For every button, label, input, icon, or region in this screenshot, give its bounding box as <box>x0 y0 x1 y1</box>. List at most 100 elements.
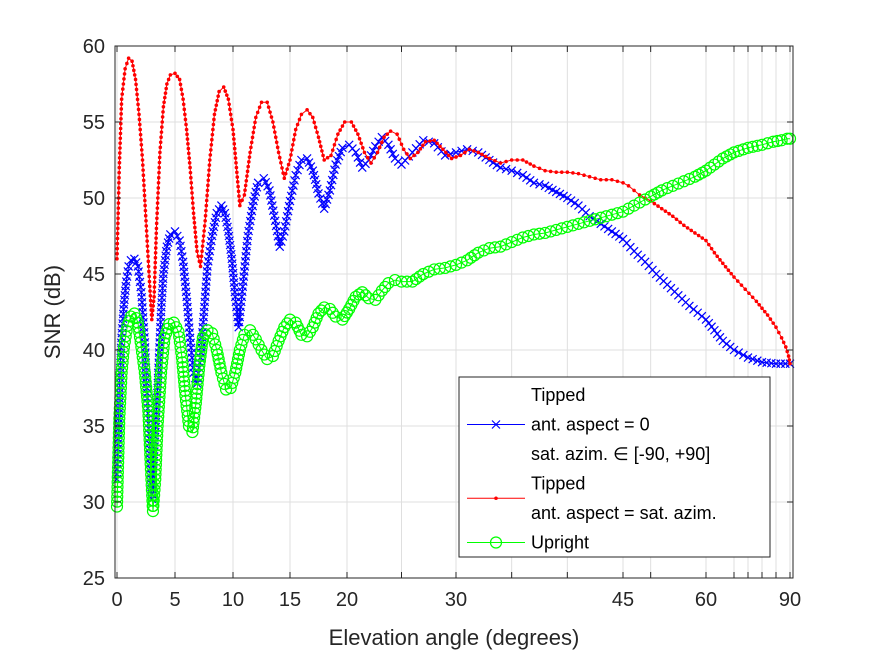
tipped-aspect-azim-point <box>185 137 190 141</box>
upright-point <box>151 424 164 437</box>
tipped-aspect-azim-point <box>155 206 160 210</box>
upright-point <box>112 431 125 445</box>
tipped-aspect-azim-point <box>240 198 244 203</box>
tipped-aspect-azim-point <box>152 295 156 299</box>
upright-point <box>152 405 165 418</box>
tipped-aspect-zero-point <box>338 143 347 153</box>
y-tick-label: 45 <box>83 264 105 286</box>
upright-point <box>611 207 624 220</box>
legend: Tipped ant. aspect = 0 sat. azim. ∈ [-90, … <box>458 376 771 558</box>
upright-point <box>154 376 167 389</box>
tipped-aspect-azim-point <box>211 127 215 132</box>
tipped-aspect-azim-point <box>280 166 284 170</box>
tipped-aspect-azim-point <box>225 93 229 97</box>
upright-point <box>236 333 249 346</box>
tipped-aspect-azim-point <box>152 280 157 284</box>
tipped-aspect-azim-point <box>228 112 233 117</box>
tipped-aspect-azim-point <box>116 216 120 221</box>
tipped-aspect-azim-point <box>230 122 235 127</box>
tipped-aspect-azim-point <box>201 234 206 238</box>
tipped-aspect-azim-point <box>152 285 157 289</box>
tipped-aspect-azim-point <box>231 132 236 137</box>
tipped-aspect-azim-point <box>760 306 764 311</box>
upright-point <box>359 289 372 302</box>
upright-point <box>295 328 308 341</box>
tipped-aspect-azim-point <box>209 143 214 147</box>
tipped-aspect-azim-point <box>521 158 525 162</box>
tipped-aspect-zero-point <box>512 168 522 178</box>
upright-point <box>775 134 788 147</box>
tipped-aspect-azim-point <box>483 154 488 159</box>
tipped-aspect-azim-point <box>201 239 205 243</box>
tipped-aspect-azim-point <box>401 147 406 152</box>
tipped-aspect-azim-point <box>147 279 152 284</box>
upright-point <box>154 371 167 384</box>
tipped-aspect-azim-point <box>216 94 220 98</box>
tipped-aspect-azim-point <box>215 98 220 103</box>
upright-point <box>149 468 162 481</box>
tipped-aspect-azim-point <box>140 153 144 157</box>
tipped-aspect-azim-point <box>723 264 728 269</box>
upright-point <box>206 327 219 340</box>
tipped-aspect-azim-point <box>123 67 127 71</box>
tipped-aspect-azim-point <box>232 142 237 146</box>
tipped-aspect-azim-point <box>204 198 209 203</box>
tipped-aspect-azim-point <box>206 178 211 183</box>
tipped-aspect-azim-point <box>141 173 146 177</box>
tipped-aspect-azim-point <box>118 126 123 131</box>
tipped-aspect-azim-point <box>132 73 137 77</box>
upright-point <box>191 382 204 396</box>
upright-point <box>149 463 162 476</box>
x-axis-title: Elevation angle (degrees) <box>329 625 580 650</box>
legend-box <box>458 376 771 558</box>
upright-point <box>124 310 138 323</box>
tipped-aspect-azim-point <box>204 208 208 213</box>
tipped-aspect-azim-point <box>118 146 122 150</box>
upright-point <box>340 306 354 319</box>
tipped-aspect-azim-point <box>148 289 152 293</box>
tipped-aspect-azim-point <box>251 130 256 135</box>
tipped-aspect-azim-point <box>188 165 192 170</box>
tipped-aspect-azim-point <box>152 275 157 280</box>
tipped-aspect-azim-point <box>141 163 145 167</box>
tipped-aspect-azim-point <box>735 279 740 283</box>
tipped-aspect-azim-point <box>119 121 123 126</box>
tipped-aspect-azim-point <box>192 216 196 220</box>
upright-point <box>142 409 155 422</box>
upright-point <box>180 399 193 412</box>
tipped-aspect-zero-point <box>276 237 286 246</box>
upright-series <box>110 132 797 518</box>
tipped-aspect-azim-point <box>178 82 183 87</box>
tipped-aspect-azim-point <box>117 175 121 180</box>
upright-point <box>261 353 274 366</box>
tipped-aspect-azim-point <box>659 206 664 211</box>
tipped-aspect-azim-point <box>143 203 147 208</box>
tipped-aspect-azim-point <box>318 144 323 149</box>
tipped-aspect-zero-point <box>603 224 613 234</box>
upright-point <box>449 258 463 271</box>
tipped-aspect-azim-point <box>709 246 714 251</box>
tipped-aspect-azim-point <box>135 97 140 102</box>
tipped-aspect-azim-point <box>249 140 254 145</box>
tipped-aspect-azim-point <box>210 132 215 137</box>
tipped-aspect-zero-point <box>388 149 398 159</box>
tipped-aspect-azim-point <box>134 87 139 92</box>
y-tick-label: 55 <box>83 112 105 134</box>
tipped-aspect-zero-point <box>124 261 134 271</box>
upright-point <box>594 211 607 224</box>
tipped-aspect-azim-point <box>147 274 151 279</box>
tipped-aspect-azim-point <box>146 264 151 269</box>
upright-point <box>139 371 152 384</box>
tipped-aspect-azim-point <box>199 259 203 264</box>
tipped-aspect-zero-point <box>177 252 187 261</box>
upright-point <box>157 336 171 349</box>
tipped-aspect-azim-point <box>763 309 767 314</box>
tipped-aspect-azim-point <box>463 150 467 155</box>
tipped-aspect-azim-point <box>155 216 159 221</box>
tipped-aspect-azim-point <box>610 177 614 182</box>
tipped-aspect-azim-point <box>139 137 143 142</box>
tipped-aspect-zero-point <box>286 191 296 201</box>
tipped-aspect-azim-point <box>405 152 409 156</box>
tipped-aspect-zero-point <box>327 175 337 185</box>
tipped-aspect-zero-point <box>525 175 535 185</box>
